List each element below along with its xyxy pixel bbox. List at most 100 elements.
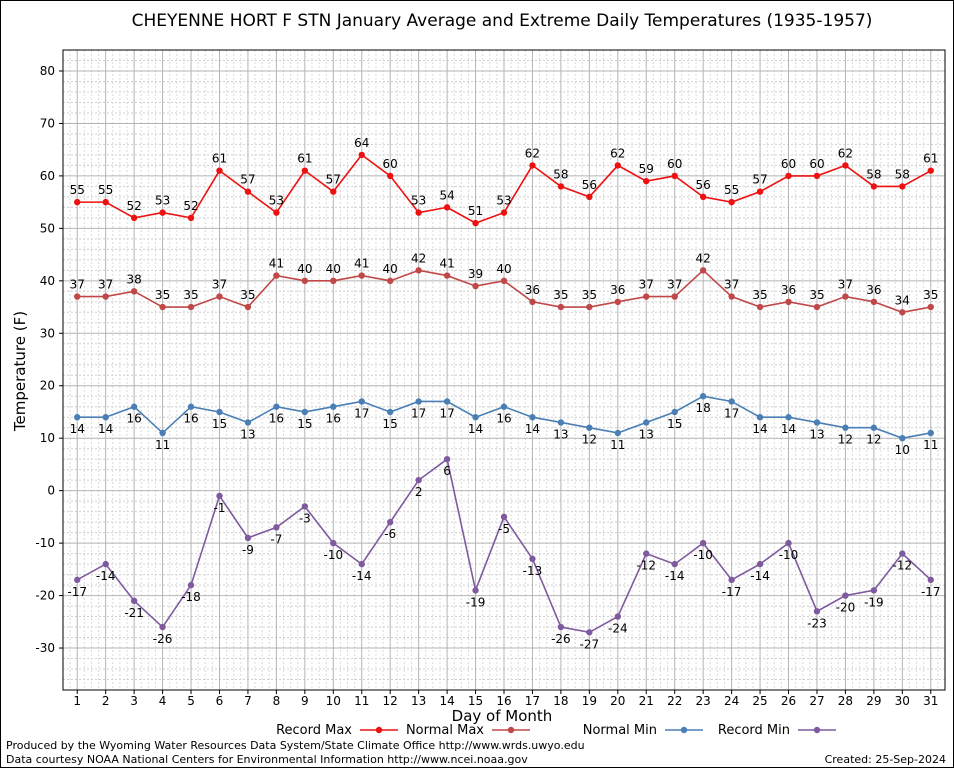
record-min-point [785, 539, 792, 547]
normal-max-point [500, 277, 508, 285]
normal-min-data-label: 11 [610, 438, 625, 452]
normal-min-point [813, 419, 821, 426]
normal-min-data-label: 12 [582, 433, 597, 447]
record-max-point [899, 183, 906, 190]
x-tick-label: 31 [923, 694, 938, 708]
normal-min-point [728, 398, 735, 405]
x-tick-label: 21 [639, 694, 654, 708]
record-max-data-label: 54 [439, 188, 454, 202]
x-tick-label: 16 [496, 694, 511, 708]
record-min-point [358, 560, 365, 568]
normal-max-data-label: 42 [411, 251, 426, 265]
x-tick-label: 6 [216, 694, 224, 708]
normal-max-point [785, 298, 792, 306]
y-tick-label: 70 [40, 116, 55, 130]
normal-min-series: 14 14 16 11 16 15 13 16 15 16 17 15 17 17 14 16 14 13 12 11… [70, 393, 938, 457]
normal-min-point [102, 414, 109, 421]
record-min-point [842, 592, 849, 599]
normal-min-point [472, 414, 479, 421]
normal-max-point [614, 298, 622, 306]
record-min-data-label: -3 [299, 511, 311, 525]
record-max-point [130, 214, 138, 222]
record-max-point [386, 172, 394, 180]
record-min-point [870, 587, 878, 594]
footer-data-courtesy: Data courtesy NOAA National Centers for … [6, 753, 528, 766]
x-tick-label: 12 [383, 694, 398, 708]
normal-max-point [643, 293, 650, 300]
record-max-data-label: 53 [496, 194, 511, 208]
record-max-data-label: 59 [639, 162, 654, 176]
record-max-point [699, 193, 707, 201]
record-max-point [159, 209, 166, 216]
normal-max-point [330, 277, 337, 285]
normal-min-point [187, 403, 195, 410]
x-tick-label: 8 [273, 694, 281, 708]
normal-min-data-label: 14 [752, 422, 767, 436]
record-max-data-label: 53 [155, 194, 170, 208]
record-max-data-label: 61 [297, 152, 312, 166]
normal-max-data-label: 35 [553, 288, 568, 302]
legend: Record Max Normal Max Normal Min Record Min [276, 723, 836, 738]
legend-marker-record-max [375, 726, 383, 734]
y-tick-label: 60 [40, 169, 55, 183]
record-min-point [529, 555, 536, 563]
x-tick-label: 15 [468, 694, 483, 708]
x-tick-label: 23 [696, 694, 711, 708]
x-tick-label: 2 [102, 694, 110, 708]
record-max-point [728, 198, 735, 206]
record-max-data-label: 55 [98, 183, 113, 197]
record-min-data-label: 6 [443, 464, 451, 478]
normal-max-data-label: 40 [297, 262, 312, 276]
record-min-data-label: -21 [124, 606, 144, 620]
normal-min-point [500, 403, 508, 410]
normal-max-data-label: 35 [809, 288, 824, 302]
normal-max-point [443, 272, 451, 279]
x-tick-label: 13 [411, 694, 426, 708]
footer-produced-by: Produced by the Wyoming Water Resources … [6, 739, 585, 752]
record-min-point [586, 629, 593, 636]
record-min-point [159, 623, 166, 631]
record-max-point [273, 209, 280, 216]
record-min-point [614, 613, 622, 620]
record-max-point [842, 162, 849, 169]
normal-max-point [159, 303, 166, 311]
normal-max-data-label: 36 [781, 283, 796, 297]
x-tick-label: 7 [244, 694, 252, 708]
record-min-data-label: -27 [580, 637, 600, 651]
normal-max-data-label: 37 [98, 278, 113, 292]
y-tick-label: -10 [35, 536, 55, 550]
record-min-point [756, 560, 764, 568]
y-tick-label: 20 [40, 379, 55, 393]
record-max-data-label: 56 [696, 178, 711, 192]
record-min-data-label: -17 [921, 585, 941, 599]
y-tick-label: 0 [47, 484, 55, 498]
normal-max-data-label: 39 [468, 267, 483, 281]
record-min-data-label: 2 [415, 485, 423, 499]
x-axis-label: Day of Month [452, 707, 553, 725]
normal-min-data-label: 14 [525, 422, 540, 436]
record-min-point [187, 581, 195, 589]
normal-max-point [301, 277, 309, 285]
normal-max-point [187, 303, 195, 311]
record-max-data-label: 60 [667, 157, 682, 171]
normal-max-data-label: 37 [667, 278, 682, 292]
record-max-data-label: 57 [240, 173, 255, 187]
normal-min-point [74, 414, 81, 421]
normal-min-data-label: 13 [639, 427, 654, 441]
normal-max-data-label: 35 [183, 288, 198, 302]
record-min-point [500, 513, 508, 521]
normal-max-data-label: 36 [866, 283, 881, 297]
legend-marker-normal-max [507, 726, 515, 734]
record-max-data-label: 52 [126, 199, 141, 213]
record-min-data-label: -17 [67, 585, 87, 599]
normal-max-point [927, 303, 934, 311]
record-max-data-label: 57 [326, 173, 341, 187]
record-max-data-label: 61 [923, 152, 938, 166]
normal-min-data-label: 17 [724, 406, 739, 420]
record-max-point [330, 188, 337, 195]
normal-min-point [529, 414, 536, 421]
normal-min-data-label: 16 [269, 412, 284, 426]
normal-min-data-label: 16 [183, 412, 198, 426]
